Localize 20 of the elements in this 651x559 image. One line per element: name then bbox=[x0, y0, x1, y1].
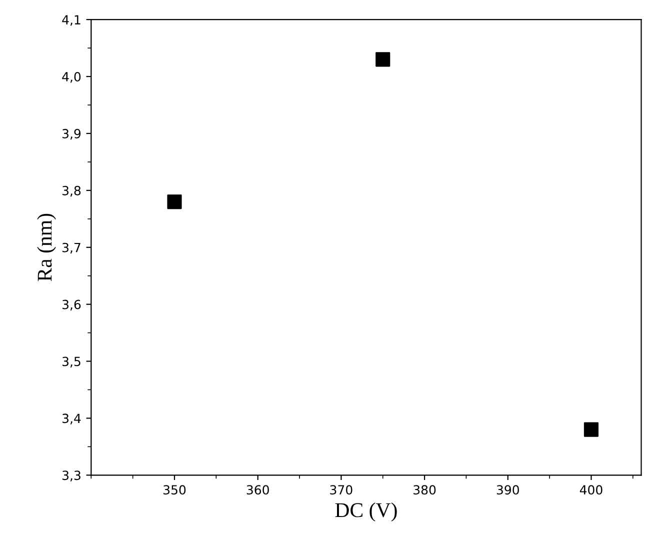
y-tick-label: 3,7 bbox=[62, 242, 80, 254]
y-tick-label: 3,3 bbox=[62, 470, 80, 482]
y-tick-label: 3,9 bbox=[62, 128, 81, 140]
x-tick-label: 400 bbox=[580, 485, 602, 495]
x-tick-label: 360 bbox=[246, 485, 269, 495]
x-tick-label: 350 bbox=[164, 485, 186, 495]
point bbox=[167, 194, 182, 210]
y-axis-title: Ra (nm) bbox=[37, 214, 56, 282]
x-tick-label: 380 bbox=[414, 485, 436, 495]
y-tick-label: 3,4 bbox=[62, 414, 81, 424]
y-tick-label: 3,8 bbox=[62, 186, 81, 197]
y-tick-label: 3,6 bbox=[62, 300, 81, 311]
point bbox=[376, 52, 390, 67]
y-tick-label: 4,0 bbox=[62, 72, 81, 83]
x-axis-title: DC (V) bbox=[335, 502, 397, 522]
y-tick-label: 4,1 bbox=[62, 15, 80, 26]
x-tick-label: 390 bbox=[496, 485, 519, 495]
y-tick-label: 3,5 bbox=[62, 356, 80, 368]
point bbox=[584, 422, 599, 437]
x-tick-label: 370 bbox=[330, 485, 352, 495]
